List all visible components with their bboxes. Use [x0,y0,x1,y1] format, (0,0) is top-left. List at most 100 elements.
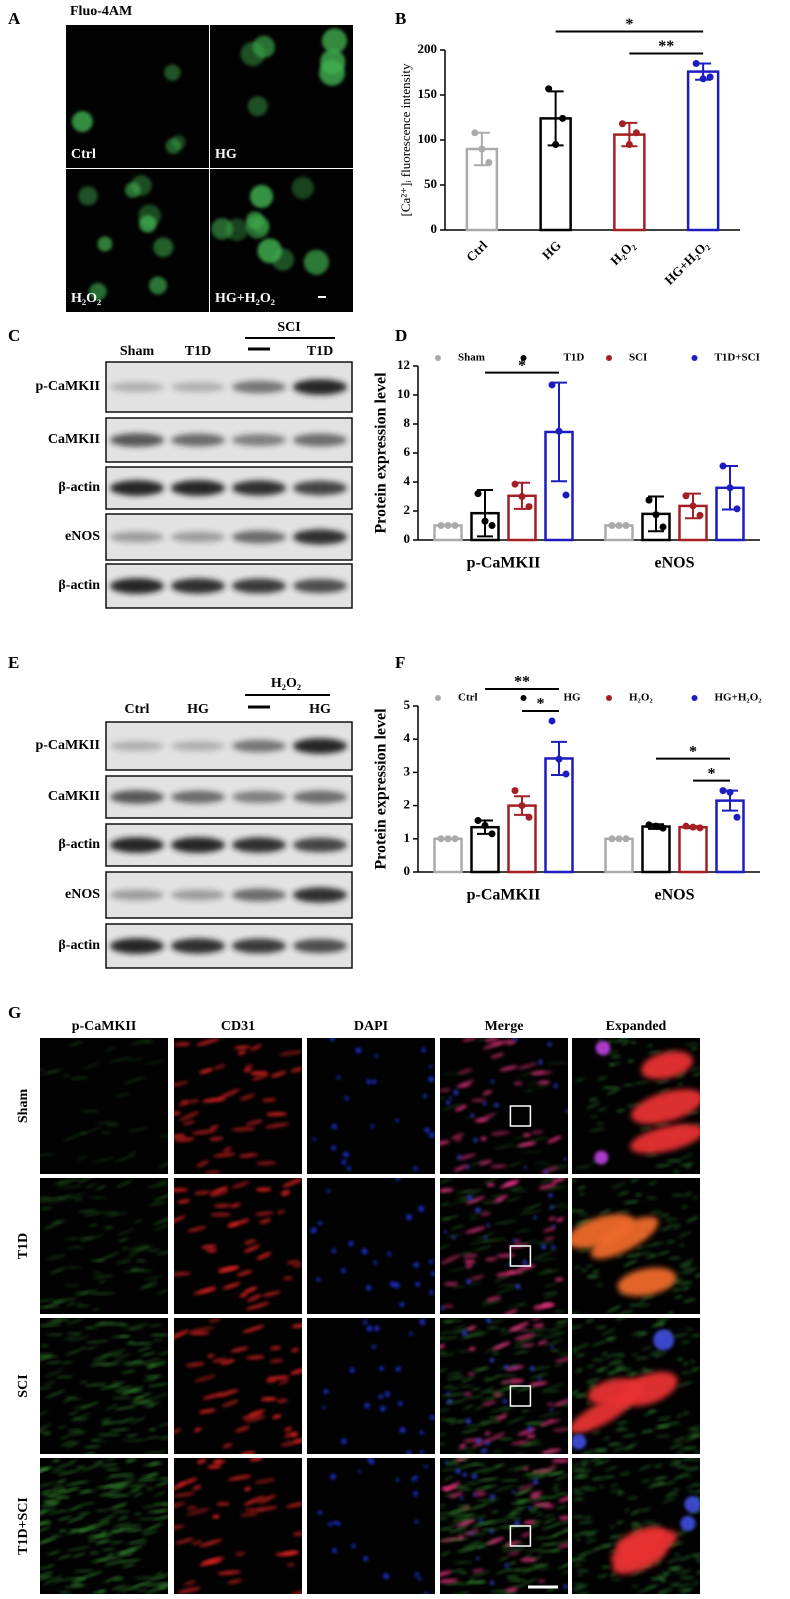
signal [519,1150,544,1154]
signal [457,1153,476,1161]
signal [547,1587,555,1592]
x-tick-label: p-CaMKII [467,887,541,904]
protein-label: CaMKII [48,432,100,447]
signal [147,1382,168,1388]
signal [194,1190,211,1195]
nucleus [329,1038,335,1042]
signal [491,1510,499,1514]
signal [78,1236,94,1241]
signal [132,1219,142,1224]
signal [269,1358,284,1364]
signal [443,1385,453,1389]
signal [672,1488,681,1492]
significance-label: * [518,357,526,374]
image-label: Ctrl [71,147,96,162]
cell [78,186,98,206]
signal [265,1378,277,1383]
signal [552,1398,568,1407]
signal [453,1325,467,1331]
signal [656,1079,669,1085]
signal [70,1584,88,1588]
signal [291,1347,299,1353]
row-label: T1D [16,1233,31,1259]
signal [572,1209,578,1213]
signal [140,1351,157,1357]
signal [668,1462,682,1466]
signal [536,1512,544,1517]
data-point [562,491,570,499]
signal [678,1162,695,1167]
signal [60,1440,76,1447]
signal [158,1436,168,1440]
signal [144,1363,157,1367]
micrograph-content [40,1178,168,1311]
signal [520,1532,531,1538]
signal [622,1259,638,1268]
signal [500,1378,518,1385]
blot-band [293,837,347,853]
signal [542,1291,559,1295]
signal [475,1038,496,1042]
signal [482,1090,493,1096]
cell [164,64,181,81]
signal [659,1089,671,1094]
nucleus [336,1075,341,1080]
signal [196,1038,220,1046]
nucleus [370,1124,375,1128]
signal [228,1218,250,1228]
signal [46,1509,70,1515]
signal [82,1061,100,1070]
signal [82,1501,95,1506]
nucleus [444,1230,448,1234]
micrograph [440,1178,568,1314]
signal [61,1361,73,1365]
blot-band [232,380,286,394]
signal [630,1178,640,1183]
signal [106,1123,120,1127]
signal [456,1519,475,1527]
signal [160,1571,168,1577]
signal [656,1574,662,1578]
nucleus [482,1101,487,1106]
signal [441,1336,459,1340]
signal [465,1196,486,1205]
blot-band [232,791,286,803]
signal [616,1420,628,1426]
signal [517,1483,535,1492]
signal [440,1433,446,1437]
signal [554,1363,564,1367]
signal [645,1253,659,1260]
signal [88,1533,111,1537]
signal [454,1104,468,1112]
x-tick-label: eNOS [655,555,695,572]
data-point [562,770,570,778]
signal [450,1133,464,1140]
signal [241,1412,264,1420]
lane-label: T1D [185,344,211,359]
signal [529,1494,541,1500]
nucleus [331,1145,337,1151]
signal [445,1582,465,1586]
signal [150,1333,168,1337]
signal [597,1076,608,1081]
signal [585,1318,594,1323]
signal [577,1248,592,1253]
signal [43,1432,52,1436]
signal [116,1228,135,1237]
signal [498,1437,513,1441]
signal [546,1061,568,1065]
signal [580,1463,589,1467]
signal [55,1375,74,1379]
signal [674,1459,682,1464]
signal [506,1416,526,1424]
signal [440,1352,456,1357]
signal [40,1386,53,1391]
nucleus [522,1260,527,1265]
signal [464,1452,476,1454]
signal [520,1443,543,1446]
micrograph-bg [174,1318,302,1454]
signal [142,1451,167,1454]
signal [245,1119,264,1126]
signal [572,1324,583,1330]
error-bar [477,488,493,538]
